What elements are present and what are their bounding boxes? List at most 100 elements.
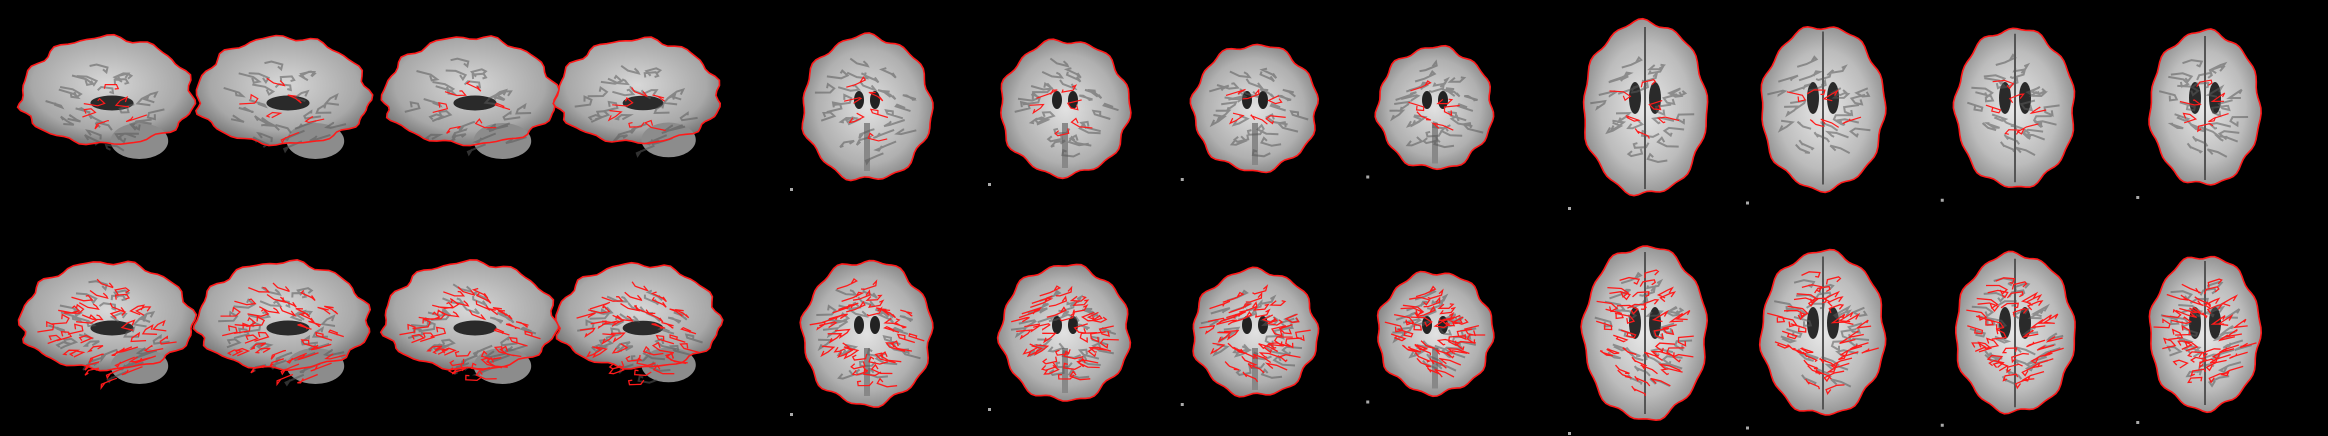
ventricle	[1242, 316, 1252, 334]
overlay-outline	[1000, 38, 1132, 180]
ventricle	[1068, 91, 1078, 109]
slice-cor-4-row-2	[1366, 270, 1495, 404]
overlay-outline	[996, 263, 1132, 402]
slice-marker-dot	[790, 188, 793, 191]
slice-cor-1-row-1	[790, 32, 934, 191]
overlay-contours	[432, 80, 511, 134]
overlay-outline	[380, 35, 561, 147]
slice-axi-4-row-2	[2136, 255, 2263, 424]
brainstem	[1252, 123, 1258, 165]
overlay-outline	[1760, 25, 1887, 194]
ventricle	[622, 95, 664, 111]
slice-marker-dot	[2136, 421, 2140, 424]
slice-marker-dot	[1180, 403, 1184, 406]
overlay-outline	[192, 258, 372, 372]
slice-marker-dot	[1180, 178, 1184, 181]
ventricle	[266, 320, 310, 336]
cerebellum	[473, 123, 532, 159]
overlay-outline	[555, 261, 724, 370]
slice-cor-2-row-1	[988, 38, 1132, 186]
overlay-contours	[1408, 80, 1460, 131]
slice-axi-1-row-1	[1568, 17, 1709, 210]
ventricle	[453, 320, 497, 336]
slice-axi-3-row-2	[1940, 250, 2076, 427]
gyri-texture	[814, 57, 917, 166]
overlay-outline	[1952, 27, 2076, 189]
slice-axi-4-row-1	[2136, 28, 2262, 199]
slice-sag-3-row-1	[380, 35, 561, 159]
ventricle	[1052, 91, 1062, 109]
brain-tissue	[195, 35, 373, 146]
slice-marker-dot	[988, 183, 991, 186]
overlay-outline	[1758, 248, 1887, 416]
ventricle	[2209, 82, 2221, 114]
overlay-contours	[1596, 269, 1694, 397]
slice-marker-dot	[1568, 432, 1571, 435]
slice-axi-3-row-1	[1940, 27, 2076, 202]
slice-sag-1-row-2	[17, 260, 198, 391]
overlay-contours	[2153, 278, 2257, 384]
gyri-texture	[45, 63, 165, 152]
slice-cor-3-row-2	[1180, 266, 1320, 406]
slice-marker-dot	[1366, 400, 1370, 404]
slice-cor-2-row-2	[988, 263, 1132, 411]
overlay-outline	[195, 34, 374, 147]
slice-axi-2-row-1	[1746, 25, 1887, 205]
slice-marker-dot	[1366, 175, 1370, 179]
overlay-outline	[16, 33, 197, 146]
slice-sag-2-row-1	[195, 34, 374, 159]
brain-tissue	[193, 259, 371, 371]
brain-tissue	[17, 34, 196, 145]
slice-sag-2-row-2	[192, 258, 372, 387]
brain-tissue	[553, 37, 721, 144]
overlay-contours	[239, 77, 325, 144]
row-1	[16, 17, 2262, 210]
brainstem	[864, 123, 870, 171]
slice-marker-dot	[1940, 423, 1944, 427]
overlay-contours	[1029, 84, 1093, 137]
overlay-outline	[552, 36, 722, 145]
overlay-outline	[1189, 43, 1320, 174]
ventricle	[1629, 307, 1641, 339]
brain-tissue	[1375, 45, 1494, 170]
brain-tissue	[800, 260, 933, 408]
gyri-texture	[1209, 67, 1309, 158]
overlay-contours	[1985, 79, 2047, 135]
brainstem	[1252, 348, 1258, 390]
ventricle	[90, 320, 134, 336]
slice-marker-dot	[1746, 201, 1749, 205]
overlay-contours	[1786, 89, 1862, 128]
overlay-outline	[17, 260, 198, 372]
brain-tissue	[1377, 271, 1494, 397]
overlay-contours	[220, 282, 346, 387]
overlay-contours	[1966, 277, 2064, 390]
overlay-contours	[576, 281, 700, 386]
overlay-contours	[607, 87, 666, 132]
overlay-outline	[2148, 28, 2262, 186]
gyri-texture	[2158, 59, 2249, 158]
overlay-contours	[82, 84, 148, 130]
overlay-outline	[1580, 245, 1709, 422]
slice-sag-4-row-2	[555, 261, 724, 386]
overlay-outline	[1192, 266, 1320, 398]
slice-axi-2-row-2	[1746, 248, 1887, 430]
overlay-outline	[1955, 250, 2076, 415]
ventricle	[1422, 91, 1432, 109]
ventricle	[1999, 82, 2011, 114]
brain-tissue	[1000, 39, 1131, 179]
gyri-texture	[223, 60, 347, 154]
slice-sag-3-row-2	[379, 259, 560, 384]
ventricle	[266, 95, 310, 111]
gyri-texture	[574, 64, 698, 158]
slice-cor-3-row-1	[1180, 43, 1320, 181]
ventricle	[1807, 307, 1819, 339]
brainstem	[1062, 348, 1068, 393]
slice-cor-4-row-1	[1366, 44, 1495, 179]
brain-tissue	[802, 32, 933, 181]
overlay-contours	[809, 278, 925, 388]
slice-marker-dot	[1746, 426, 1749, 430]
ventricle	[870, 91, 880, 109]
overlay-outline	[799, 259, 934, 408]
